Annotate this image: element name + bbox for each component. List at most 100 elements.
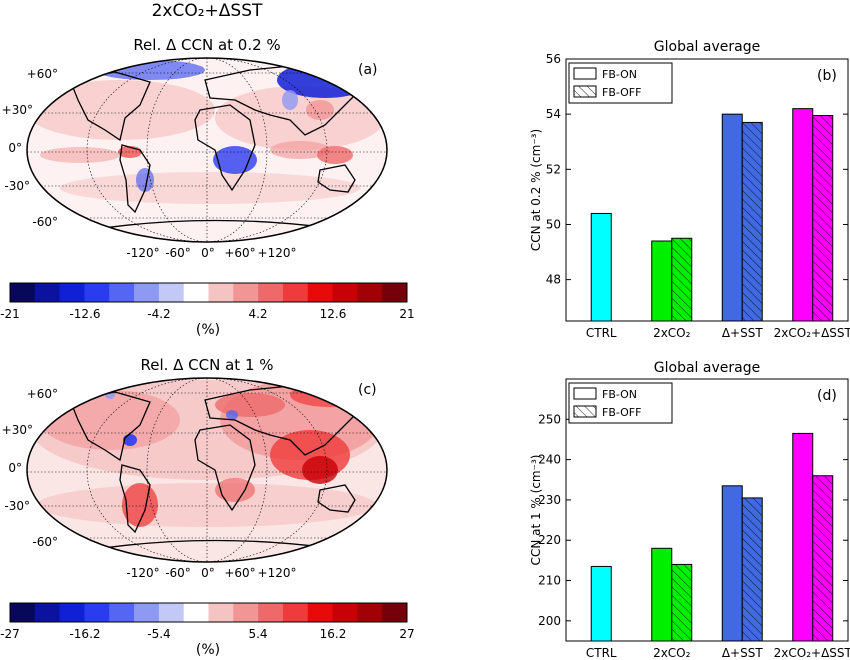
map-a-lat-label: -60° — [32, 215, 58, 229]
chart-d-bar-fb-on — [651, 547, 673, 642]
chart-d-ylabel: CCN at 1 % (cm⁻³) — [529, 455, 543, 566]
colorbar-c-unit: (%) — [196, 642, 220, 658]
colorbar-a-segment — [84, 283, 110, 302]
colorbar-c-segment — [84, 603, 110, 622]
colorbar-a-tick: 21 — [399, 307, 414, 321]
chart-b-xtick-label: Δ+SST — [722, 326, 763, 340]
legend-swatch-fb-off — [573, 405, 597, 418]
colorbar-a-segment — [282, 283, 309, 302]
chart-d-ytick-label: 240 — [538, 453, 561, 467]
colorbar-a-segment — [10, 283, 36, 302]
colorbar-c-segment — [183, 603, 209, 622]
map-c-title: Rel. Δ CCN at 1 % — [140, 356, 273, 374]
chart-d-xtick-label: Δ+SST — [722, 646, 763, 660]
chart-d-ytick-label: 200 — [538, 614, 561, 628]
map-a-lon-label: -60° — [165, 246, 191, 260]
colorbar-a-segment — [382, 283, 408, 302]
colorbar-a-segment — [258, 283, 284, 302]
chart-b-xtick-label: 2xCO₂ — [653, 326, 691, 340]
map-c-lat-label: 0° — [8, 461, 22, 475]
colorbar-a-tick: -4.2 — [147, 307, 170, 321]
map-a-lat-label: -30° — [4, 179, 30, 193]
colorbar-c-tick: -16.2 — [69, 627, 100, 641]
figure-title: 2xCO₂+ΔSST — [152, 1, 263, 21]
colorbar-a-segment — [208, 283, 234, 302]
map-a-title: Rel. Δ CCN at 0.2 % — [133, 36, 280, 54]
chart-d-bar-fb-on — [721, 485, 743, 642]
colorbar-c-segment — [382, 603, 408, 622]
colorbar-a-segment — [357, 283, 383, 302]
map-c-lat-label: +60° — [27, 387, 58, 401]
chart-b-xtick-label: CTRL — [586, 326, 617, 340]
colorbar-c-tick: 16.2 — [320, 627, 347, 641]
colorbar-c-segment — [258, 603, 284, 622]
colorbar-a-tick: 12.6 — [320, 307, 347, 321]
colorbar-a-segment — [158, 283, 185, 302]
legend-swatch-fb-on — [573, 387, 597, 400]
map-a-lat-label: 0° — [8, 141, 22, 155]
colorbar-a-tick: 4.2 — [248, 307, 267, 321]
map-c-lon-label: 0° — [201, 566, 215, 580]
colorbar-c-segment — [357, 603, 383, 622]
colorbar-a-segment — [59, 283, 85, 302]
colorbar-c-segment — [10, 603, 36, 622]
map-a: Rel. Δ CCN at 0.2 % — [2, 36, 388, 260]
chart-d-panel-label: (d) — [817, 388, 837, 404]
colorbar-a-segment — [34, 283, 61, 302]
legend-label-fb-off: FB-OFF — [602, 86, 641, 99]
bar-chart-b: Global average 48 50 52 54 56 CTRL 2xCO₂ Δ+SST 2… — [529, 39, 850, 340]
map-c-lon-label: +120° — [258, 566, 297, 580]
chart-d-bar-fb-off-hatch — [812, 475, 834, 642]
legend-label-fb-on: FB-ON — [602, 68, 637, 81]
map-a-lon-label: +120° — [258, 246, 297, 260]
chart-b-bar-fb-on — [721, 113, 743, 322]
chart-b-bar-fb-on — [792, 108, 814, 322]
colorbar-a-tick: -12.6 — [69, 307, 100, 321]
chart-b-bar-fb-on — [590, 212, 612, 322]
chart-d-bar-fb-off-hatch — [741, 497, 763, 642]
chart-d-title: Global average — [654, 360, 760, 376]
map-a-panel-label: (a) — [358, 62, 378, 78]
colorbar-a-segment — [332, 283, 358, 302]
colorbar-c-segment — [233, 603, 259, 622]
chart-b-bar-fb-off-hatch — [741, 121, 763, 322]
chart-d-bar-fb-on — [792, 432, 814, 642]
map-c-lat-label: -30° — [4, 499, 30, 513]
chart-b-xtick-label: 2xCO₂+ΔSST — [774, 326, 850, 340]
colorbar-c-segment — [208, 603, 234, 622]
legend-swatch-fb-on — [573, 67, 597, 80]
legend-swatch-fb-off — [573, 85, 597, 98]
map-c-lon-label: +60° — [224, 566, 255, 580]
map-a-lat-label: +60° — [27, 67, 58, 81]
chart-b-panel-label: (b) — [817, 68, 837, 84]
chart-b-ytick-label: 50 — [546, 217, 561, 231]
chart-b-title: Global average — [654, 39, 760, 55]
chart-b-legend: FB-ON FB-OFF — [568, 62, 673, 104]
colorbar-c-segment — [158, 603, 185, 622]
colorbar-c-segment — [282, 603, 309, 622]
colorbar-c-segment — [109, 603, 135, 622]
chart-b-bar-fb-off-hatch — [671, 237, 693, 322]
map-a-lon-label: +60° — [224, 246, 255, 260]
colorbar-a: -21 -12.6 -4.2 4.2 12.6 21 (%) — [0, 282, 415, 338]
chart-b-bar-fb-off-hatch — [812, 115, 834, 322]
colorbar-c-tick: 5.4 — [248, 627, 267, 641]
map-c-lat-label: +30° — [2, 423, 33, 437]
legend-label-fb-on: FB-ON — [602, 388, 637, 401]
colorbar-a-tick: -21 — [0, 307, 20, 321]
chart-b-ytick-label: 54 — [546, 107, 561, 121]
chart-d-xtick-label: 2xCO₂+ΔSST — [774, 646, 850, 660]
map-c-panel-label: (c) — [358, 382, 377, 398]
map-c-field — [27, 378, 387, 562]
map-a-lat-label: +30° — [2, 103, 33, 117]
chart-d-bar-fb-off-hatch — [671, 563, 693, 642]
map-c-lon-label: -60° — [165, 566, 191, 580]
colorbar-c-tick: -5.4 — [147, 627, 170, 641]
chart-d-xtick-label: CTRL — [586, 646, 617, 660]
colorbar-a-segment — [307, 283, 334, 302]
colorbar-c: -27 -16.2 -5.4 5.4 16.2 27 (%) — [0, 602, 415, 658]
map-c-lon-label: -120° — [126, 566, 159, 580]
chart-b-ytick-label: 48 — [546, 273, 561, 287]
chart-b-ytick-label: 52 — [546, 162, 561, 176]
